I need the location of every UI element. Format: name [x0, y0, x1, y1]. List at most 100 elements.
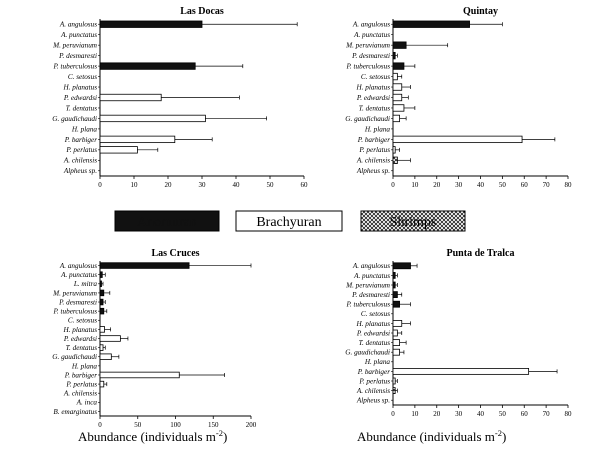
x-tick-label: 80 [565, 181, 573, 189]
category-label: A. punctatus [60, 271, 97, 279]
x-tick-label: 60 [301, 181, 309, 189]
category-label: T. dentatus [66, 104, 98, 112]
bar [392, 41, 407, 49]
legend-swatch-brachyuran [235, 210, 343, 232]
category-label: P. barbiger [357, 368, 390, 376]
x-tick-label: 10 [411, 181, 419, 189]
x-tick-label: 150 [208, 421, 219, 429]
category-label: A. angulosus [352, 262, 390, 270]
x-tick-label: 40 [477, 181, 485, 189]
x-tick-label: 40 [477, 410, 485, 418]
category-label: C. setosus [68, 317, 97, 325]
x-axis-label-left-text: Abundance (individuals m [78, 429, 216, 444]
bar [392, 135, 523, 144]
category-label: Alpheus sp. [63, 167, 97, 175]
x-tick-label: 0 [391, 410, 395, 418]
category-label: P. edwardsi [356, 94, 390, 102]
bar [99, 298, 104, 306]
bar [392, 320, 403, 327]
x-tick-label: 70 [543, 181, 551, 189]
category-label: G. gaudichaudi [345, 115, 390, 123]
bar [392, 329, 398, 337]
category-label: T. dentatus [359, 339, 391, 347]
x-tick-label: 80 [565, 410, 573, 418]
category-label: P. tuberculosus [52, 63, 97, 71]
category-label: M. peruvianum [345, 281, 390, 289]
bar [392, 272, 396, 279]
panel-title: Las Docas [180, 6, 224, 17]
bar [392, 281, 396, 289]
category-label: Alpheus sp. [356, 397, 390, 405]
category-label: C. setosus [361, 73, 390, 81]
category-label: P. barbiger [64, 371, 97, 379]
category-label: T. dentatus [359, 104, 391, 112]
category-label: M. peruvianum [52, 289, 97, 297]
category-label: P. perlatus [358, 377, 390, 385]
x-axis-label-left-sup: -2 [216, 428, 223, 438]
bar [99, 335, 121, 342]
category-label: P. edwardsi [63, 94, 97, 102]
legend-swatch-anomuran [114, 210, 220, 232]
bar [392, 83, 403, 91]
bar [392, 114, 400, 123]
category-label: P. barbiger [64, 136, 97, 144]
bar [99, 20, 203, 28]
category-label: P. tuberculosus [52, 308, 97, 316]
category-label: H. planatus [62, 326, 97, 334]
bar [392, 348, 400, 356]
category-label: B. emarginatus [53, 408, 97, 416]
x-axis-label-left: Abundance (individuals m-2) [78, 428, 227, 444]
category-label: G. gaudichaudi [52, 353, 97, 361]
legend: Anomuran Brachyuran Shrimps [114, 210, 466, 232]
x-axis-label-right-text: Abundance (individuals m [357, 429, 495, 444]
category-label: P. barbiger [357, 136, 390, 144]
x-tick-label: 0 [98, 181, 102, 189]
category-label: A. angulosus [59, 21, 97, 29]
bar [99, 371, 180, 379]
bar [392, 368, 530, 375]
bar [392, 377, 396, 385]
bar [392, 339, 400, 346]
category-label: L. mitra [73, 280, 98, 288]
category-label: G. gaudichaudi [52, 115, 97, 123]
bar [99, 289, 105, 297]
bar [392, 300, 400, 308]
category-label: C. setosus [68, 73, 97, 81]
category-label: A. punctatus [60, 31, 97, 39]
bar [392, 146, 396, 154]
bar [99, 135, 176, 144]
x-tick-label: 50 [499, 181, 507, 189]
category-label: G. gaudichaudi [345, 349, 390, 357]
bar [99, 114, 206, 123]
bar [392, 104, 405, 112]
x-tick-label: 20 [433, 181, 441, 189]
bar [99, 380, 105, 388]
bar [99, 307, 105, 315]
category-label: P. desmaresti [58, 52, 97, 60]
legend-swatch-shrimps [360, 210, 466, 232]
category-label: H. plana [364, 125, 391, 133]
x-tick-label: 10 [131, 181, 139, 189]
x-tick-label: 20 [165, 181, 173, 189]
category-label: H. plana [71, 362, 98, 370]
x-tick-label: 30 [455, 410, 463, 418]
x-tick-label: 60 [521, 181, 529, 189]
bar [392, 72, 398, 81]
category-label: A. punctatus [353, 31, 390, 39]
x-axis-label-right-sup: -2 [495, 428, 502, 438]
bar [99, 271, 103, 278]
x-axis-label-left-close: ) [223, 429, 227, 444]
legend-label-anomuran: Anomuran [137, 215, 197, 230]
bar [99, 93, 162, 102]
category-label: A. punctatus [353, 272, 390, 280]
x-tick-label: 30 [199, 181, 207, 189]
category-label: A. angulosus [59, 262, 97, 270]
x-axis-label-right: Abundance (individuals m-2) [357, 428, 506, 444]
x-tick-label: 50 [267, 181, 275, 189]
bar [392, 20, 470, 28]
category-label: A. angulosus [352, 21, 390, 29]
category-label: Alpheus sp. [356, 167, 390, 175]
x-tick-label: 30 [455, 181, 463, 189]
